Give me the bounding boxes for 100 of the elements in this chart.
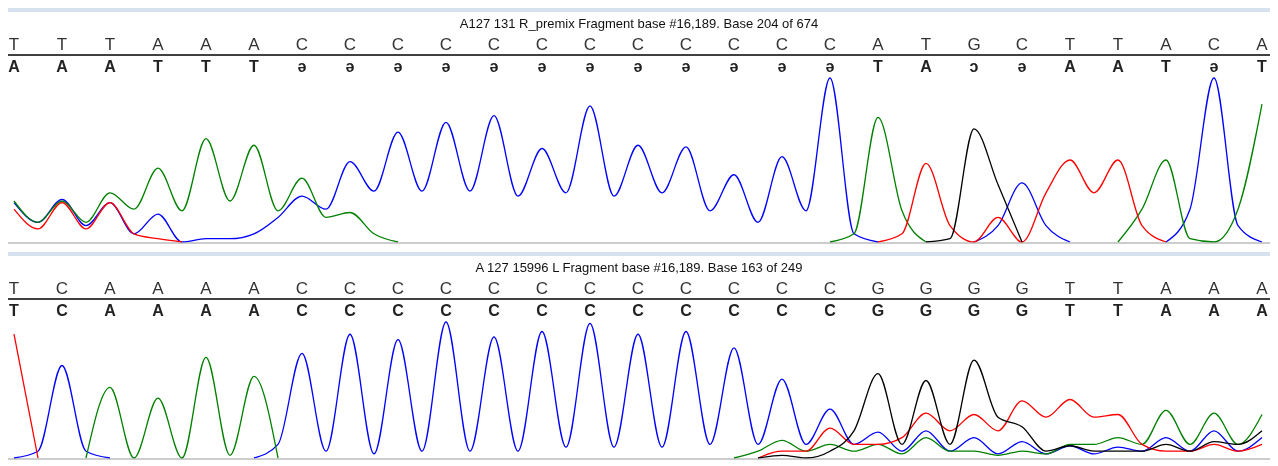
text: A <box>920 58 933 75</box>
x-tick-label: C <box>487 35 501 54</box>
x-tick-label: A <box>1208 279 1221 298</box>
x-tick-label: A <box>152 279 165 298</box>
text: G <box>1015 302 1029 319</box>
text: ə <box>777 58 787 75</box>
text: C <box>680 302 693 319</box>
x-tick-label: C <box>439 279 453 298</box>
text: ə <box>825 58 835 75</box>
x-tick-label: C <box>679 35 693 54</box>
text: G <box>871 302 885 319</box>
x-tick-label: C <box>631 279 645 298</box>
x-tick-label: C <box>391 279 405 298</box>
text: ə <box>297 58 307 75</box>
text: C <box>824 302 837 319</box>
text: C <box>536 302 549 319</box>
x-tick-label: T <box>1112 279 1124 298</box>
text: ə <box>489 58 499 75</box>
x-tick-label: C <box>535 35 549 54</box>
x-tick-label: A <box>152 35 165 54</box>
x-tick-label: T <box>1064 279 1076 298</box>
text: A <box>1112 58 1125 75</box>
text: G <box>919 302 933 319</box>
text: T <box>1161 58 1172 75</box>
text: ə <box>441 58 451 75</box>
text: T <box>9 302 20 319</box>
text: ə <box>537 58 547 75</box>
text: A <box>1160 302 1173 319</box>
x-tick-label: C <box>583 279 597 298</box>
text: T <box>1113 302 1124 319</box>
text: A <box>152 302 165 319</box>
text: A <box>1208 302 1221 319</box>
x-tick-label: G <box>1015 279 1029 298</box>
text: A <box>8 58 21 75</box>
x-tick-label: G <box>871 279 885 298</box>
chart-title: A 127 15996 L Fragment base #16,189. Base 163 of 249 <box>475 260 803 275</box>
x-tick-label: A <box>248 279 261 298</box>
text: A <box>104 58 117 75</box>
x-tick-label: A <box>872 35 885 54</box>
text: ə <box>585 58 595 75</box>
x-tick-label: A <box>1256 35 1269 54</box>
x-tick-label: C <box>775 35 789 54</box>
text: C <box>392 302 405 319</box>
text: T <box>873 58 884 75</box>
text: C <box>728 302 741 319</box>
x-tick-label: T <box>920 35 932 54</box>
text: C <box>584 302 597 319</box>
text: C <box>440 302 453 319</box>
text: A <box>200 302 213 319</box>
text: A <box>248 302 261 319</box>
text: C <box>488 302 501 319</box>
text: ə <box>393 58 403 75</box>
text: C <box>776 302 789 319</box>
x-tick-label: T <box>56 35 68 54</box>
text: C <box>56 302 69 319</box>
x-tick-label: A <box>1256 279 1269 298</box>
text: ə <box>345 58 355 75</box>
text: C <box>344 302 357 319</box>
x-tick-label: T <box>8 279 20 298</box>
text: A <box>104 302 117 319</box>
x-tick-label: A <box>248 35 261 54</box>
x-tick-label: A <box>104 279 117 298</box>
x-tick-label: C <box>727 279 741 298</box>
x-tick-label: G <box>919 279 933 298</box>
text: ə <box>681 58 691 75</box>
text: C <box>296 302 309 319</box>
x-tick-label: T <box>1112 35 1124 54</box>
text: ə <box>633 58 643 75</box>
text: ə <box>1209 58 1219 75</box>
x-tick-label: T <box>8 35 20 54</box>
x-tick-label: G <box>967 35 981 54</box>
text: ə <box>1017 58 1027 75</box>
text: T <box>153 58 164 75</box>
x-tick-label: C <box>487 279 501 298</box>
x-tick-label: C <box>1207 35 1221 54</box>
x-tick-label: C <box>823 35 837 54</box>
x-tick-label: C <box>391 35 405 54</box>
x-tick-label: C <box>775 279 789 298</box>
x-tick-label: C <box>55 279 69 298</box>
x-tick-label: A <box>1160 279 1173 298</box>
x-tick-label: C <box>439 35 453 54</box>
text: ɔ <box>969 58 979 75</box>
x-tick-label: C <box>823 279 837 298</box>
x-tick-label: C <box>343 35 357 54</box>
x-tick-label: T <box>104 35 116 54</box>
x-tick-label: A <box>200 279 213 298</box>
text: T <box>201 58 212 75</box>
x-tick-label: C <box>583 35 597 54</box>
x-tick-label: C <box>679 279 693 298</box>
text: G <box>967 302 981 319</box>
x-tick-label: C <box>1015 35 1029 54</box>
text: A <box>1064 58 1077 75</box>
x-tick-label: C <box>295 35 309 54</box>
chart-title: A127 131 R_premix Fragment base #16,189. Base 204 of 674 <box>459 16 819 31</box>
x-tick-label: C <box>295 279 309 298</box>
text: C <box>632 302 645 319</box>
text: T <box>1257 58 1268 75</box>
text: A <box>56 58 69 75</box>
text: T <box>1065 302 1076 319</box>
text: ə <box>729 58 739 75</box>
